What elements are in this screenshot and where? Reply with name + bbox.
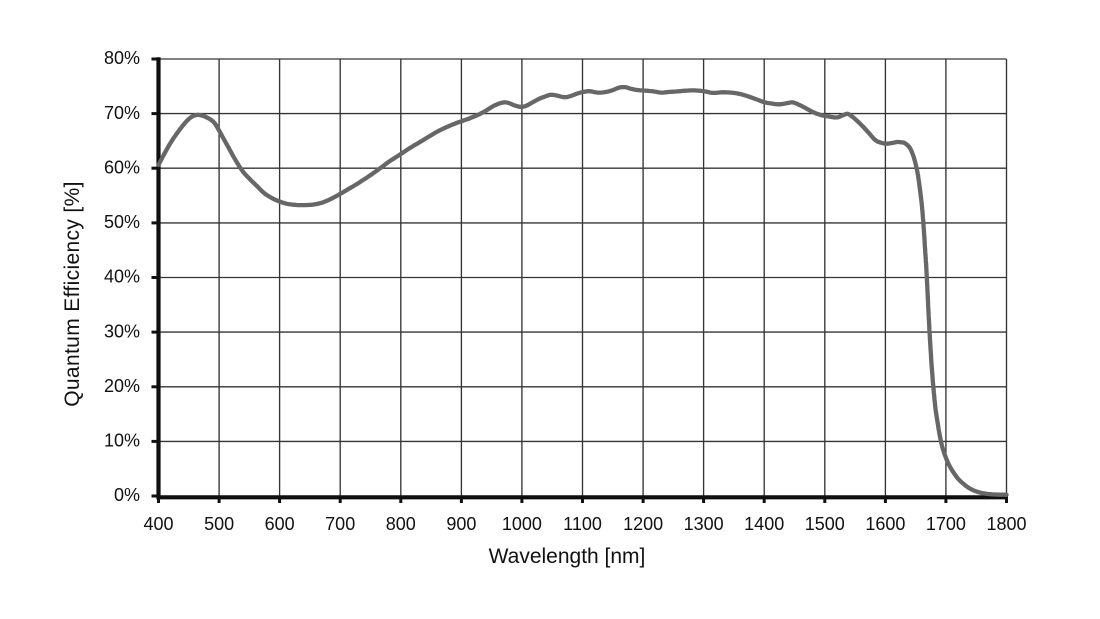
svg-text:1600: 1600 bbox=[865, 514, 905, 534]
svg-text:0%: 0% bbox=[114, 485, 140, 505]
svg-text:70%: 70% bbox=[104, 103, 140, 123]
svg-text:80%: 80% bbox=[104, 48, 140, 68]
svg-text:1000: 1000 bbox=[502, 514, 542, 534]
svg-text:1800: 1800 bbox=[986, 514, 1026, 534]
svg-text:10%: 10% bbox=[104, 431, 140, 451]
svg-text:1200: 1200 bbox=[623, 514, 663, 534]
svg-text:900: 900 bbox=[446, 514, 476, 534]
svg-text:30%: 30% bbox=[104, 321, 140, 341]
svg-text:60%: 60% bbox=[104, 157, 140, 177]
svg-text:400: 400 bbox=[143, 514, 173, 534]
svg-text:20%: 20% bbox=[104, 376, 140, 396]
svg-text:Wavelength [nm]: Wavelength [nm] bbox=[489, 545, 646, 568]
svg-text:Quantum Efficiency [%]: Quantum Efficiency [%] bbox=[61, 181, 84, 407]
svg-text:1500: 1500 bbox=[805, 514, 845, 534]
svg-text:50%: 50% bbox=[104, 212, 140, 232]
svg-text:1300: 1300 bbox=[684, 514, 724, 534]
svg-text:500: 500 bbox=[204, 514, 234, 534]
svg-text:700: 700 bbox=[325, 514, 355, 534]
svg-text:600: 600 bbox=[265, 514, 295, 534]
svg-text:1700: 1700 bbox=[926, 514, 966, 534]
svg-text:800: 800 bbox=[386, 514, 416, 534]
svg-text:1100: 1100 bbox=[563, 514, 602, 534]
svg-text:40%: 40% bbox=[104, 267, 140, 287]
svg-text:1400: 1400 bbox=[744, 514, 784, 534]
